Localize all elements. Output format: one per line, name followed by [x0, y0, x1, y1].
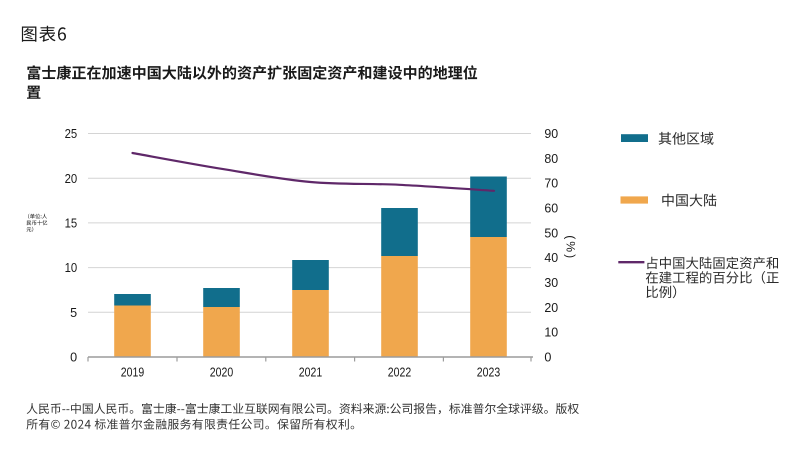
svg-text:2023: 2023: [477, 364, 500, 379]
svg-text:2021: 2021: [299, 364, 322, 379]
svg-text:10: 10: [65, 261, 78, 275]
svg-text:(%): (%): [563, 235, 577, 260]
svg-text:20: 20: [544, 301, 558, 315]
svg-text:2019: 2019: [121, 364, 144, 379]
svg-text:80: 80: [544, 152, 558, 166]
svg-text:0: 0: [544, 351, 551, 365]
svg-text:25: 25: [65, 127, 78, 141]
svg-text:5: 5: [70, 306, 77, 320]
svg-text:2022: 2022: [388, 364, 411, 379]
svg-text:30: 30: [544, 276, 558, 290]
svg-text:0: 0: [70, 351, 77, 365]
svg-text:60: 60: [544, 202, 558, 216]
svg-text:40: 40: [544, 251, 558, 265]
svg-text:70: 70: [544, 177, 558, 191]
svg-text:2020: 2020: [210, 364, 233, 379]
svg-text:50: 50: [544, 226, 558, 240]
svg-text:10: 10: [544, 326, 558, 340]
svg-text:20: 20: [65, 172, 78, 186]
svg-text:90: 90: [544, 127, 558, 141]
svg-text:15: 15: [65, 217, 78, 231]
